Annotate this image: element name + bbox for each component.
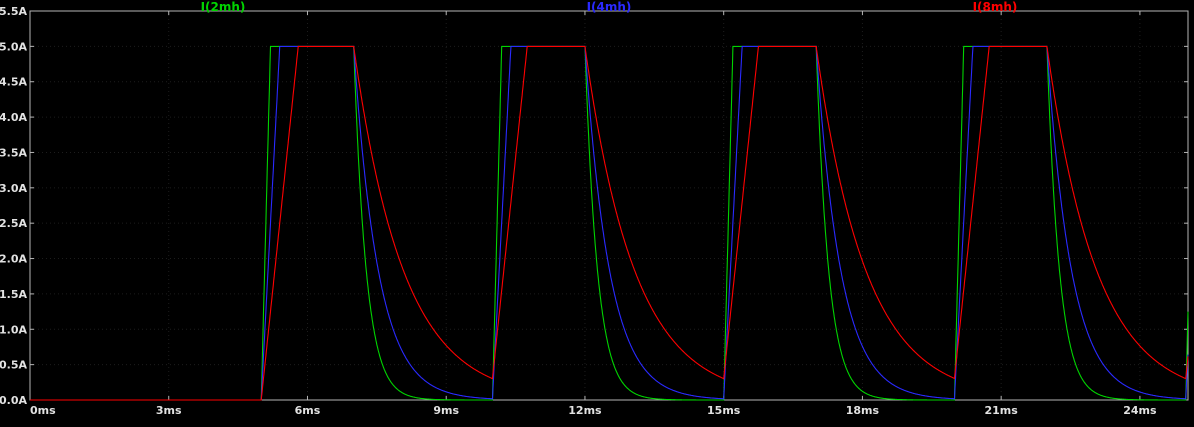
y-axis-tick-label: 4.0A [0,111,27,124]
y-axis-tick-label: 1.0A [0,323,27,336]
x-axis-tick-label: 24ms [1123,404,1157,417]
axis-ticks [29,10,1188,401]
y-axis-tick-label: 3.0A [0,182,27,195]
trace-label-8mh[interactable]: I(8mh) [972,0,1018,14]
trace-label-2mh[interactable]: I(2mh) [200,0,246,14]
x-axis-tick-label: 0ms [30,404,56,417]
y-axis-tick-label: 2.0A [0,253,27,266]
grid-lines [30,11,1188,400]
x-axis-tick-label: 3ms [156,404,182,417]
trace-8mh[interactable] [30,45,1189,401]
y-axis-tick-label: 5.0A [0,40,27,53]
y-axis-tick-label: 2.5A [0,217,27,230]
x-axis-tick-label: 21ms [985,404,1019,417]
y-axis-tick-label: 5.5A [0,5,27,18]
y-axis-tick-label: 3.5A [0,146,27,159]
y-axis-tick-label: 4.5A [0,76,27,89]
y-axis-tick-label: 1.5A [0,288,27,301]
x-axis-tick-label: 15ms [707,404,741,417]
y-axis-tick-label: 0.5A [0,359,27,372]
trace-legend-cell: I(2mh) [30,0,416,14]
x-axis-tick-label: 18ms [846,404,880,417]
plot-frame [29,10,1189,401]
trace-legend-cell: I(8mh) [802,0,1188,14]
x-axis-tick-label: 6ms [295,404,321,417]
trace-legend-cell: I(4mh) [416,0,802,14]
y-axis-tick-label: 0.0A [0,394,27,407]
x-axis-tick-label: 12ms [568,404,602,417]
x-axis-tick-label: 9ms [433,404,459,417]
trace-label-4mh[interactable]: I(4mh) [586,0,632,14]
trace-legend: I(2mh) I(4mh) I(8mh) [30,0,1188,14]
